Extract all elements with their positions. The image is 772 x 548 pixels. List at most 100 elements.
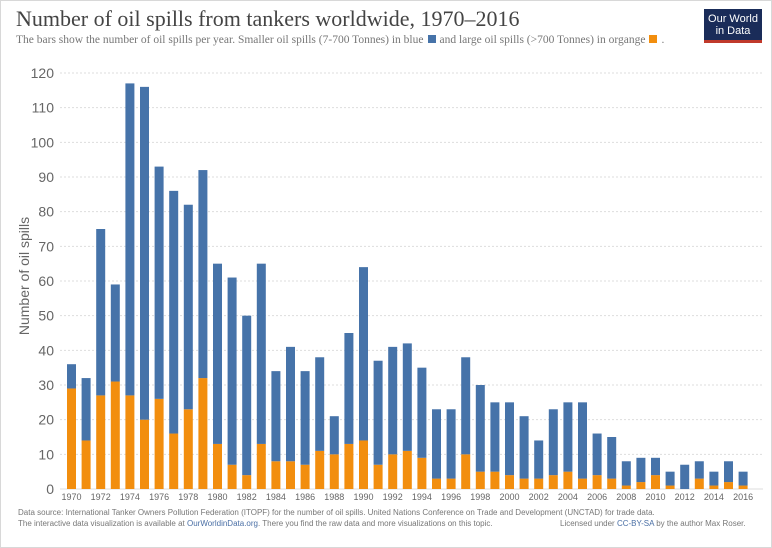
y-tick-label: 50 bbox=[38, 308, 54, 324]
x-tick-label: 2002 bbox=[529, 492, 549, 502]
bar-large-1973 bbox=[110, 381, 120, 489]
chart-subtitle: The bars show the number of oil spills p… bbox=[16, 34, 664, 46]
x-tick-label: 1974 bbox=[120, 492, 140, 502]
bar-small-2014 bbox=[709, 471, 719, 486]
bar-large-1996 bbox=[446, 478, 456, 489]
bar-small-1990 bbox=[359, 267, 368, 441]
bar-small-1992 bbox=[388, 346, 398, 455]
bar-large-1972 bbox=[96, 395, 106, 489]
license-post: by the author Max Roser. bbox=[654, 519, 746, 528]
bar-small-2011 bbox=[665, 471, 675, 486]
bar-small-1986 bbox=[300, 371, 310, 465]
bar-small-1988 bbox=[329, 416, 339, 455]
bar-large-1998 bbox=[475, 471, 485, 489]
owid-link[interactable]: OurWorldinData.org bbox=[186, 519, 258, 528]
bar-small-2004 bbox=[563, 402, 573, 472]
bar-large-1990 bbox=[359, 440, 368, 489]
bar-small-2000 bbox=[505, 402, 514, 476]
bar-small-2015 bbox=[724, 461, 733, 483]
license-link[interactable]: CC-BY-SA bbox=[616, 519, 654, 528]
bar-small-2002 bbox=[534, 440, 544, 479]
bar-large-2011 bbox=[665, 485, 675, 489]
bar-small-1991 bbox=[373, 360, 383, 465]
bar-large-1992 bbox=[388, 454, 398, 489]
bar-large-1975 bbox=[140, 419, 149, 489]
bar-large-1993 bbox=[402, 450, 412, 489]
bar-large-1976 bbox=[154, 398, 164, 489]
bar-large-2014 bbox=[709, 485, 719, 489]
license-pre: Licensed under bbox=[560, 519, 617, 528]
bar-large-1981 bbox=[227, 464, 237, 489]
bar-small-1982 bbox=[242, 315, 252, 476]
bar-large-1971 bbox=[81, 440, 91, 489]
x-tick-label: 1992 bbox=[383, 492, 403, 502]
large-spill-swatch bbox=[649, 35, 658, 43]
bar-small-1985 bbox=[286, 346, 295, 462]
bar-large-2010 bbox=[651, 475, 660, 489]
x-tick-label: 1990 bbox=[353, 492, 373, 502]
y-tick-label: 90 bbox=[38, 169, 54, 185]
bar-large-1978 bbox=[183, 409, 193, 489]
bar-large-2007 bbox=[607, 478, 617, 489]
y-tick-label: 10 bbox=[38, 446, 54, 462]
bar-small-2005 bbox=[578, 402, 587, 479]
bar-small-1976 bbox=[154, 166, 164, 399]
bar-large-1977 bbox=[169, 433, 179, 489]
bar-large-2013 bbox=[694, 478, 704, 489]
bar-small-1979 bbox=[198, 170, 208, 379]
bar-small-1989 bbox=[344, 333, 354, 444]
y-axis-label: Number of oil spills bbox=[16, 217, 32, 335]
small-spill-swatch bbox=[427, 35, 436, 43]
bar-small-1999 bbox=[490, 402, 500, 472]
y-tick-label: 110 bbox=[32, 100, 55, 116]
bar-small-1984 bbox=[271, 371, 281, 462]
bar-small-2001 bbox=[519, 416, 529, 479]
logo-line-1: Our World bbox=[708, 13, 758, 25]
bar-small-1995 bbox=[432, 409, 441, 479]
bar-large-1989 bbox=[344, 443, 354, 489]
bar-large-1986 bbox=[300, 464, 310, 489]
bar-large-1994 bbox=[417, 457, 427, 489]
bar-large-1997 bbox=[461, 454, 471, 489]
bar-large-1999 bbox=[490, 471, 500, 489]
x-tick-label: 2014 bbox=[704, 492, 724, 502]
y-tick-label: 120 bbox=[31, 65, 55, 81]
bar-large-2004 bbox=[563, 471, 573, 489]
x-tick-label: 1972 bbox=[91, 492, 111, 502]
bar-large-2009 bbox=[636, 482, 646, 489]
bar-large-1991 bbox=[373, 464, 383, 489]
x-tick-label: 2004 bbox=[558, 492, 578, 502]
x-tick-label: 1980 bbox=[207, 492, 227, 502]
x-tick-label: 1998 bbox=[470, 492, 490, 502]
footer-license: Licensed under CC-BY-SA by the author Ma… bbox=[560, 519, 746, 528]
bar-small-2010 bbox=[651, 457, 660, 476]
x-tick-label: 2006 bbox=[587, 492, 607, 502]
bar-large-2016 bbox=[738, 485, 748, 489]
bar-large-1995 bbox=[432, 478, 441, 489]
bar-large-1988 bbox=[329, 454, 339, 489]
bar-large-2003 bbox=[548, 475, 558, 489]
bar-large-1984 bbox=[271, 461, 281, 489]
bar-small-1975 bbox=[140, 86, 149, 420]
footer-interactive-post: . There you find the raw data and more v… bbox=[257, 519, 493, 528]
x-tick-label: 1970 bbox=[61, 492, 81, 502]
subtitle-text-end: . bbox=[661, 34, 665, 46]
y-tick-label: 30 bbox=[38, 377, 54, 393]
bar-small-1974 bbox=[125, 83, 135, 396]
bar-small-2007 bbox=[607, 437, 617, 479]
bar-large-1985 bbox=[286, 461, 295, 489]
bar-small-2006 bbox=[592, 433, 602, 476]
bar-large-1980 bbox=[213, 443, 222, 489]
owid-logo[interactable]: Our World in Data bbox=[704, 9, 762, 43]
footer-source: Data source: International Tanker Owners… bbox=[18, 508, 655, 517]
bar-large-2015 bbox=[724, 482, 733, 489]
x-tick-label: 1996 bbox=[441, 492, 461, 502]
bar-small-1973 bbox=[110, 284, 120, 382]
subtitle-text-small: The bars show the number of oil spills p… bbox=[16, 34, 424, 46]
bar-small-1993 bbox=[402, 343, 412, 451]
x-tick-label: 2012 bbox=[675, 492, 695, 502]
bar-large-1979 bbox=[198, 378, 208, 489]
bar-large-2002 bbox=[534, 478, 544, 489]
x-tick-label: 1982 bbox=[237, 492, 257, 502]
x-tick-label: 1984 bbox=[266, 492, 286, 502]
